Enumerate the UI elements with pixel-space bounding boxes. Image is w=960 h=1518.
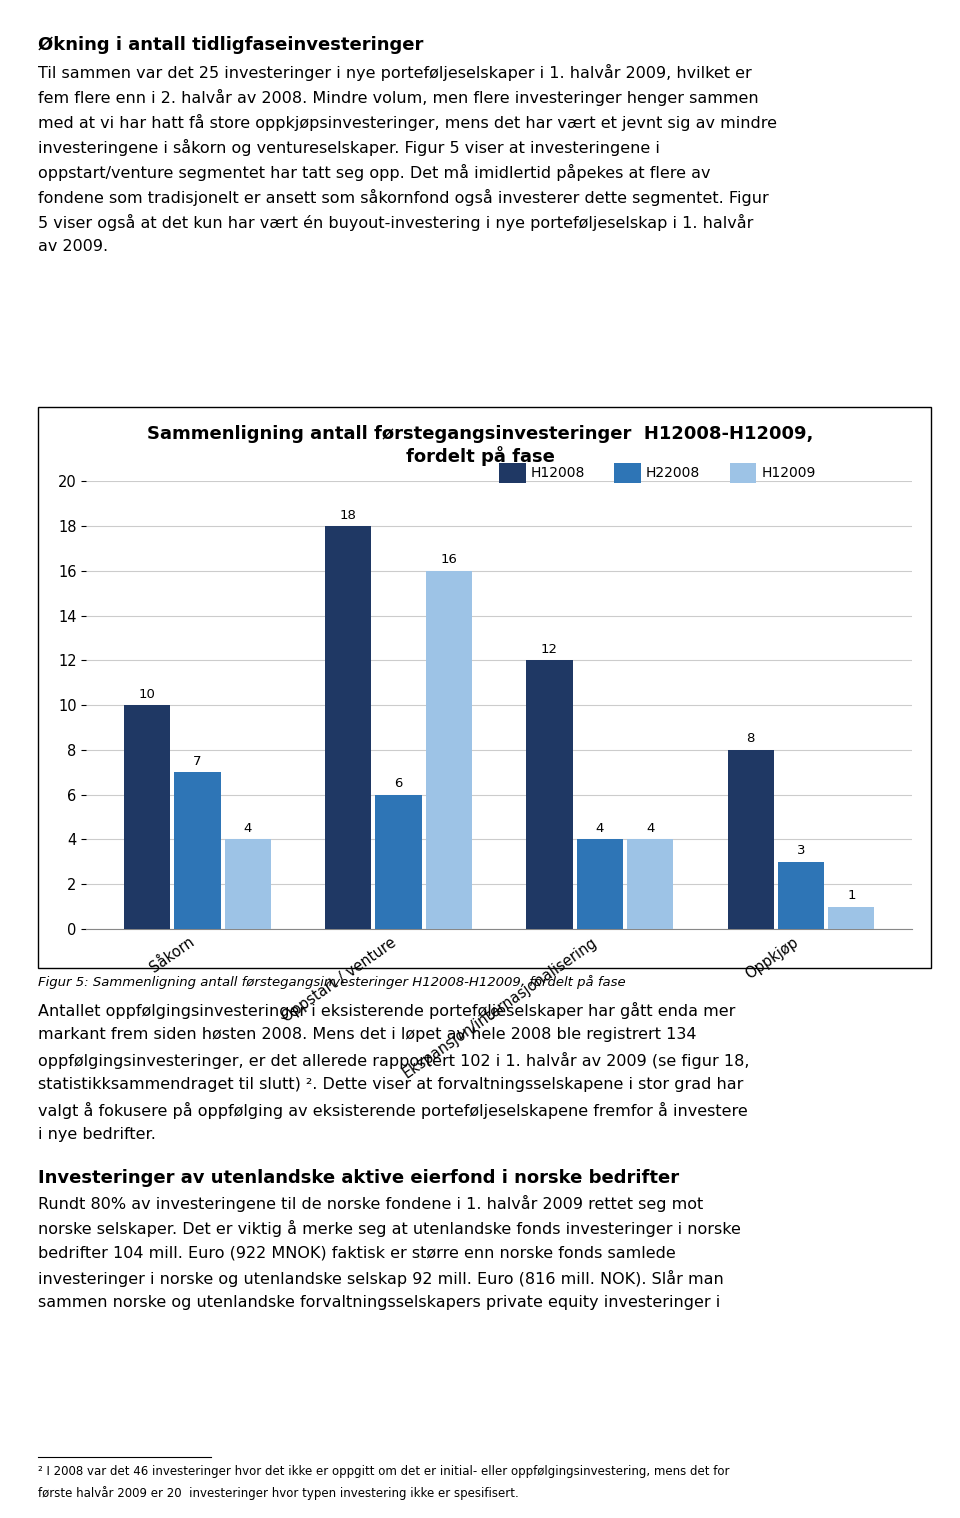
Bar [526,660,573,929]
Bar [828,906,875,929]
Text: 4: 4 [646,821,655,835]
Text: 3: 3 [797,844,805,858]
Text: 12: 12 [541,642,558,656]
Text: oppstart/venture segmentet har tatt seg opp. Det må imidlertid påpekes at flere : oppstart/venture segmentet har tatt seg … [38,164,711,181]
Text: ² I 2008 var det 46 investeringer hvor det ikke er oppgitt om det er initial- el: ² I 2008 var det 46 investeringer hvor d… [38,1465,730,1479]
Text: fondene som tradisjonelt er ansett som såkornfond også investerer dette segmente: fondene som tradisjonelt er ansett som s… [38,188,769,206]
Text: Økning i antall tidligfaseinvesteringer: Økning i antall tidligfaseinvesteringer [38,36,423,55]
Bar [577,839,623,929]
Text: 18: 18 [340,509,357,522]
Text: oppfølgingsinvesteringer, er det allerede rapportert 102 i 1. halvår av 2009 (se: oppfølgingsinvesteringer, er det allered… [38,1052,750,1069]
Text: 16: 16 [441,553,457,566]
Text: 4: 4 [595,821,604,835]
Text: Figur 5: Sammenligning antall førstegangsinvesteringer H12008-H12009, fordelt på: Figur 5: Sammenligning antall førstegang… [38,975,626,988]
Text: norske selskaper. Det er viktig å merke seg at utenlandske fonds investeringer i: norske selskaper. Det er viktig å merke … [38,1220,741,1237]
Text: fem flere enn i 2. halvår av 2008. Mindre volum, men flere investeringer henger : fem flere enn i 2. halvår av 2008. Mindr… [38,88,759,106]
Text: 7: 7 [193,754,202,768]
Text: 4: 4 [244,821,252,835]
Bar [124,704,170,929]
Text: første halvår 2009 er 20  investeringer hvor typen investering ikke er spesifise: første halvår 2009 er 20 investeringer h… [38,1486,519,1500]
Text: Investeringer av utenlandske aktive eierfond i norske bedrifter: Investeringer av utenlandske aktive eier… [38,1169,680,1187]
Bar [225,839,271,929]
Bar [425,571,472,929]
Text: 8: 8 [747,732,755,745]
Bar [325,525,372,929]
Bar [627,839,673,929]
Text: sammen norske og utenlandske forvaltningsselskapers private equity investeringer: sammen norske og utenlandske forvaltning… [38,1295,721,1310]
Text: 1: 1 [847,890,855,902]
Text: Sammenligning antall førstegangsinvesteringer  H12008-H12009,
fordelt på fase: Sammenligning antall førstegangsinvester… [147,425,813,466]
Text: med at vi har hatt få store oppkjøpsinvesteringer, mens det har vært et jevnt si: med at vi har hatt få store oppkjøpsinve… [38,114,778,131]
Text: 6: 6 [395,777,403,791]
Bar [174,773,221,929]
Text: investeringer i norske og utenlandske selskap 92 mill. Euro (816 mill. NOK). Slå: investeringer i norske og utenlandske se… [38,1271,724,1287]
Text: av 2009.: av 2009. [38,238,108,254]
Bar [728,750,774,929]
Text: bedrifter 104 mill. Euro (922 MNOK) faktisk er større enn norske fonds samlede: bedrifter 104 mill. Euro (922 MNOK) fakt… [38,1245,676,1260]
Text: H22008: H22008 [646,466,701,480]
Text: valgt å fokusere på oppfølging av eksisterende porteføljeselskapene fremfor å in: valgt å fokusere på oppfølging av eksist… [38,1102,748,1119]
Text: Rundt 80% av investeringene til de norske fondene i 1. halvår 2009 rettet seg mo: Rundt 80% av investeringene til de norsk… [38,1195,704,1213]
Text: Til sammen var det 25 investeringer i nye porteføljeselskaper i 1. halvår 2009, : Til sammen var det 25 investeringer i ny… [38,64,752,80]
Text: markant frem siden høsten 2008. Mens det i løpet av hele 2008 ble registrert 134: markant frem siden høsten 2008. Mens det… [38,1026,697,1041]
Text: H12009: H12009 [761,466,816,480]
Text: statistikksammendraget til slutt) ². Dette viser at forvaltningsselskapene i sto: statistikksammendraget til slutt) ². Det… [38,1078,744,1091]
Bar [778,862,825,929]
Text: 5 viser også at det kun har vært én buyout-investering i nye porteføljeselskap i: 5 viser også at det kun har vært én buyo… [38,214,754,231]
Text: Antallet oppfølgingsinvesteringer i eksisterende porteføljeselskaper har gått en: Antallet oppfølgingsinvesteringer i eksi… [38,1002,735,1019]
Text: i nye bedrifter.: i nye bedrifter. [38,1126,156,1142]
Text: 10: 10 [138,688,156,701]
Text: H12008: H12008 [531,466,586,480]
Text: investeringene i såkorn og ventureselskaper. Figur 5 viser at investeringene i: investeringene i såkorn og ventureselska… [38,138,660,156]
Bar [375,795,421,929]
